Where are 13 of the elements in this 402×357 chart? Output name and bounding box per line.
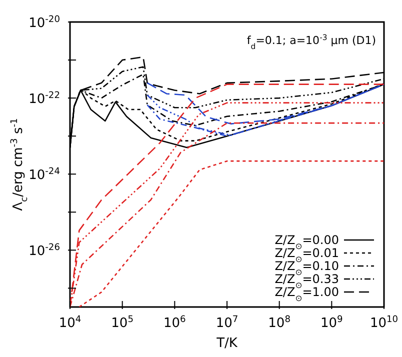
annotation: f$_{d}$=0.1; a=10$^{-3}$ μm (D1) bbox=[246, 32, 376, 50]
x-tick-label: 10$^{4}$ bbox=[58, 315, 82, 331]
y-tick-label: 10$^{-20}$ bbox=[28, 15, 60, 31]
x-axis-title: T/K bbox=[216, 336, 238, 351]
x-tick-label: 10$^{8}$ bbox=[268, 315, 291, 331]
y-tick-label: 10$^{-26}$ bbox=[28, 243, 60, 260]
x-tick-label: 10$^{9}$ bbox=[320, 315, 344, 331]
x-tick-label: 10$^{5}$ bbox=[111, 315, 134, 331]
x-tick-label: 10$^{10}$ bbox=[370, 315, 398, 331]
y-tick-label: 10$^{-22}$ bbox=[28, 91, 60, 108]
x-tick-label: 10$^{7}$ bbox=[216, 315, 238, 331]
x-tick-label: 10$^{6}$ bbox=[163, 315, 186, 331]
y-tick-label: 10$^{-24}$ bbox=[28, 167, 60, 184]
